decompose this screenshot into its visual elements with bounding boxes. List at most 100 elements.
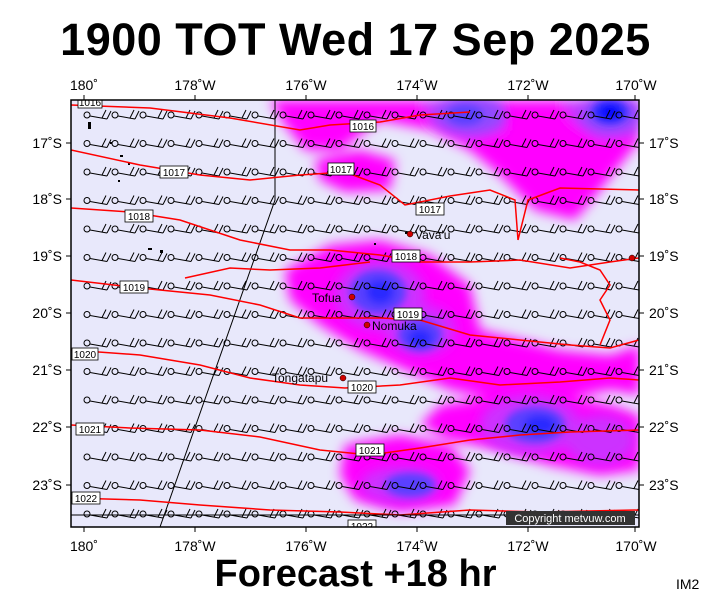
wind-barb: [587, 366, 616, 376]
wind-barb: [139, 480, 168, 490]
svg-text:1021: 1021: [79, 425, 102, 436]
wind-barb: [447, 223, 476, 234]
wind-barb: [587, 252, 616, 262]
wind-barb: [587, 480, 616, 490]
wind-barb: [307, 280, 336, 291]
wind-barb: [475, 394, 504, 405]
wind-barb: [83, 280, 112, 291]
wind-barb: [307, 366, 336, 376]
wind-barb: [475, 166, 504, 177]
tick-label: 22˚S: [649, 419, 679, 435]
place-nomuka: Nomuka: [363, 319, 417, 333]
wind-barb: [587, 451, 616, 462]
tick-label: 170˚W: [615, 538, 657, 554]
wind-barb: [139, 366, 168, 376]
wind-barb: [83, 138, 112, 148]
wind-barb: [475, 109, 504, 120]
wind-barb: [307, 195, 336, 205]
wind-barb: [167, 480, 196, 490]
wind-barb: [307, 480, 336, 490]
wind-barb: [279, 451, 308, 462]
place-markers: Vava'u Tofua Nomuka Tongatapu: [272, 228, 636, 385]
wind-barb: [559, 309, 588, 319]
wind-barb: [419, 337, 448, 348]
wind-barb: [335, 109, 364, 120]
wind-barb: [447, 138, 476, 148]
wind-barb: [111, 109, 140, 120]
wind-barb: [559, 223, 588, 234]
wind-barb: [419, 366, 448, 376]
wind-barb: [195, 451, 224, 462]
wind-barb: [279, 280, 308, 291]
wind-barb: [363, 480, 392, 490]
wind-barb: [83, 109, 112, 120]
wind-barb: [531, 166, 560, 177]
wind-barb: [391, 394, 420, 405]
wind-barb: [251, 223, 280, 234]
wind-barb: [363, 252, 392, 262]
tick-label: 23˚S: [32, 477, 62, 493]
islands: [88, 122, 408, 253]
wind-barb: [139, 309, 168, 319]
wind-barb: [167, 252, 196, 262]
tick-label: 174˚W: [396, 77, 438, 93]
wind-barb: [167, 394, 196, 405]
tick-label: 17˚S: [649, 135, 679, 151]
wind-barb: [251, 109, 280, 120]
wind-barb: [223, 394, 252, 405]
copyright-badge: Copyright metvuw.com: [506, 511, 635, 525]
tick-label: 19˚S: [649, 248, 679, 264]
wind-barb: [251, 451, 280, 462]
wind-barb: [195, 394, 224, 405]
wind-barb: [279, 195, 308, 205]
wind-barb: [251, 309, 280, 319]
wind-barb: [615, 280, 639, 291]
wind-barb: [615, 223, 639, 234]
isobar-label: 1017: [415, 202, 445, 216]
wind-barb: [419, 423, 448, 433]
wind-barb: [559, 109, 588, 120]
wind-barb: [531, 109, 560, 120]
svg-text:1022: 1022: [75, 494, 98, 505]
tick-label: 180˚: [70, 77, 98, 93]
wind-barb: [559, 252, 588, 262]
wind-barb: [363, 394, 392, 405]
wind-barb: [279, 109, 308, 120]
page-title: 1900 TOT Wed 17 Sep 2025: [60, 14, 651, 65]
wind-barb: [615, 166, 639, 177]
wind-barb: [615, 109, 639, 120]
top-axis-labels: 180˚ 178˚W 176˚W 174˚W 172˚W 170˚W: [70, 77, 657, 93]
right-axis-labels: 17˚S 18˚S 19˚S 20˚S 21˚S 22˚S 23˚S: [649, 135, 679, 493]
svg-text:Vava'u: Vava'u: [415, 228, 450, 242]
wind-barb: [167, 309, 196, 319]
wind-barb: [559, 480, 588, 490]
wind-barb: [447, 451, 476, 462]
axis-ticks: [66, 95, 644, 532]
wind-barb: [363, 195, 392, 205]
wind-barb: [335, 280, 364, 291]
wind-barb: [531, 223, 560, 234]
wind-barb: [167, 366, 196, 376]
wind-barb: [251, 138, 280, 148]
wind-barb: [167, 195, 196, 205]
wind-barb: [503, 480, 532, 490]
wind-barb: [363, 223, 392, 234]
wind-barb: [223, 337, 252, 348]
svg-text:1018: 1018: [128, 212, 151, 223]
wind-barb: [615, 366, 639, 376]
tick-label: 18˚S: [649, 191, 679, 207]
isobar-label: 1020: [71, 347, 99, 361]
wind-barb: [195, 508, 224, 519]
wind-barb: [475, 423, 504, 433]
wind-barb: [335, 252, 364, 262]
wind-barb: [279, 252, 308, 262]
wind-barb: [587, 195, 616, 205]
wind-barb: [615, 451, 639, 462]
wind-barb: [167, 280, 196, 291]
wind-barb: [251, 280, 280, 291]
wind-barb: [503, 337, 532, 348]
wind-barb: [335, 138, 364, 148]
wind-barb: [391, 337, 420, 348]
isobar-label: 1020: [347, 380, 377, 394]
wind-barb: [363, 109, 392, 120]
